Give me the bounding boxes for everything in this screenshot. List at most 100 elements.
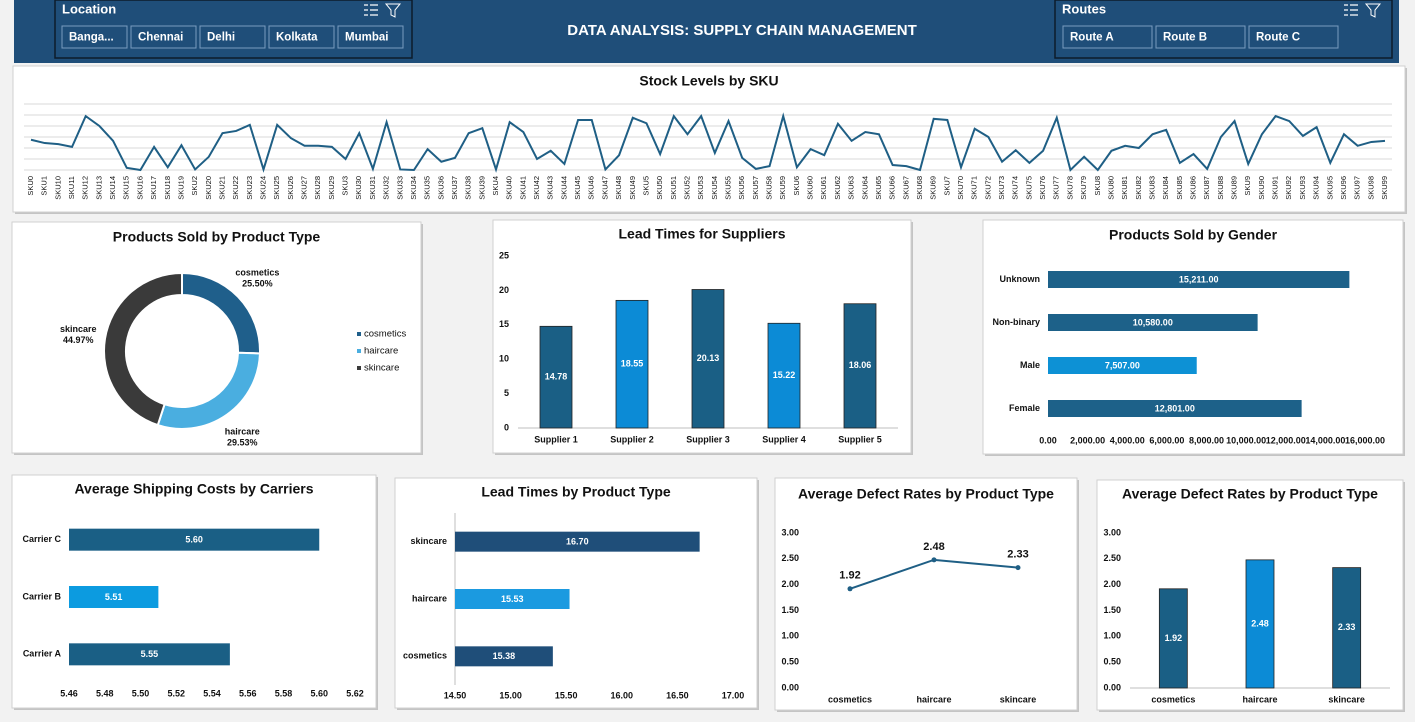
x-tick-label: SKU81	[1120, 176, 1129, 200]
x-tick-label: SKU21	[217, 176, 226, 200]
panel	[774, 477, 1078, 711]
x-tick-label: SKU99	[1380, 176, 1389, 200]
x-tick-label: skincare	[1328, 694, 1365, 704]
slicer-button[interactable]	[199, 25, 266, 49]
x-tick-label: SKU82	[1134, 176, 1143, 200]
chart-title: Stock Levels by SKU	[639, 73, 778, 89]
bar	[1158, 588, 1188, 689]
x-tick-label: 5.52	[167, 688, 185, 698]
y-tick-label: haircare	[412, 593, 447, 603]
slicer-button-label[interactable]: Route B	[1163, 32, 1207, 44]
bar	[539, 325, 573, 429]
x-tick-label: 14.50	[444, 690, 467, 700]
x-tick-label: SKU8	[1093, 176, 1102, 196]
x-tick-label: SKU56	[737, 176, 746, 200]
x-tick-label: SKU2	[190, 176, 199, 196]
x-tick-label: SKU3	[341, 176, 350, 196]
data-label: 7,507.00	[1105, 360, 1140, 370]
slicer-button[interactable]	[268, 25, 335, 49]
x-tick-label: 5.46	[60, 688, 78, 698]
x-tick-label: 12,000.00	[1266, 435, 1306, 445]
line-marker	[931, 557, 937, 563]
bar	[455, 531, 700, 552]
data-label: 5.60	[185, 535, 203, 545]
x-tick-label: 17.00	[722, 690, 745, 700]
x-tick-label: SKU1	[40, 176, 49, 196]
data-label: 15.53	[501, 594, 524, 604]
legend-label: haircare	[364, 346, 398, 357]
panel	[394, 477, 758, 709]
x-tick-label: SKU0	[26, 176, 35, 196]
bar	[1048, 271, 1350, 288]
x-tick-label: SKU87	[1202, 176, 1211, 200]
x-tick-label: SKU63	[847, 176, 856, 200]
y-tick-label: 3.00	[781, 527, 799, 537]
slicer-button[interactable]	[61, 25, 128, 49]
x-tick-label: SKU76	[1038, 176, 1047, 200]
y-tick-label: 10	[499, 354, 509, 364]
slicer-button-label[interactable]: Banga...	[69, 32, 114, 44]
x-tick-label: SKU18	[163, 176, 172, 200]
x-tick-label: SKU40	[505, 176, 514, 200]
x-tick-label: SKU29	[327, 176, 336, 200]
slicer-button[interactable]	[1248, 25, 1339, 49]
slicer-button[interactable]	[130, 25, 197, 49]
y-tick-label: Unknown	[1000, 274, 1041, 284]
y-tick-label: skincare	[410, 536, 447, 546]
x-tick-label: SKU45	[573, 176, 582, 200]
data-label: 2.48	[923, 541, 944, 553]
x-tick-label: 16.50	[666, 690, 689, 700]
data-label: 1.92	[839, 570, 860, 582]
slicer-button-label[interactable]: Route A	[1070, 32, 1114, 44]
x-tick-label: SKU59	[778, 176, 787, 200]
x-tick-label: SKU57	[751, 176, 760, 200]
slicer-title: Location	[62, 1, 116, 16]
bar	[615, 299, 649, 429]
x-tick-label: SKU60	[806, 176, 815, 200]
bar	[1332, 567, 1362, 689]
slicer-button[interactable]	[1155, 25, 1246, 49]
x-tick-label: 16,000.00	[1345, 435, 1385, 445]
x-tick-label: 5.50	[132, 688, 150, 698]
x-tick-label: SKU52	[682, 176, 691, 200]
x-tick-label: SKU34	[409, 176, 418, 200]
y-tick-label: 15	[499, 319, 509, 329]
x-tick-label: SKU88	[1216, 176, 1225, 200]
x-tick-label: SKU80	[1106, 176, 1115, 200]
y-tick-label: 0.50	[1103, 657, 1121, 667]
slicer-button-label[interactable]: Mumbai	[345, 32, 388, 44]
multi-select-icon[interactable]	[364, 4, 378, 16]
x-tick-label: SKU32	[382, 176, 391, 200]
x-tick-label: Supplier 3	[686, 434, 730, 444]
multi-select-icon[interactable]	[1344, 4, 1358, 16]
data-label: 12,801.00	[1155, 403, 1195, 413]
slicer-button[interactable]	[1062, 25, 1153, 49]
x-tick-label: SKU77	[1052, 176, 1061, 200]
slicer-button-label[interactable]: Delhi	[207, 32, 235, 44]
slicer-button-label[interactable]: Route C	[1256, 32, 1300, 44]
bar	[455, 589, 570, 609]
x-tick-label: skincare	[1000, 694, 1037, 704]
x-tick-label: SKU4	[491, 176, 500, 196]
x-tick-label: SKU55	[723, 176, 732, 200]
slicer-button[interactable]	[337, 25, 404, 49]
legend-label: cosmetics	[364, 329, 406, 340]
y-tick-label: 0.00	[1103, 682, 1121, 692]
line-marker	[1015, 565, 1021, 571]
segment-value-label: 44.97%	[63, 335, 94, 345]
slicer-button-label[interactable]: Kolkata	[276, 32, 318, 44]
data-label: 5.55	[141, 649, 159, 659]
x-tick-label: SKU43	[546, 176, 555, 200]
clear-filter-icon[interactable]	[384, 3, 402, 18]
data-label: 15,211.00	[1179, 274, 1219, 284]
x-tick-label: SKU94	[1312, 176, 1321, 200]
clear-filter-icon[interactable]	[1364, 3, 1382, 18]
x-tick-label: SKU33	[395, 176, 404, 200]
slicer-button-label[interactable]: Chennai	[138, 32, 183, 44]
bar	[1048, 357, 1197, 374]
legend-swatch	[357, 349, 361, 353]
x-tick-label: 15.00	[499, 690, 522, 700]
line	[30, 112, 1386, 173]
bar	[69, 528, 320, 551]
x-tick-label: SKU98	[1366, 176, 1375, 200]
